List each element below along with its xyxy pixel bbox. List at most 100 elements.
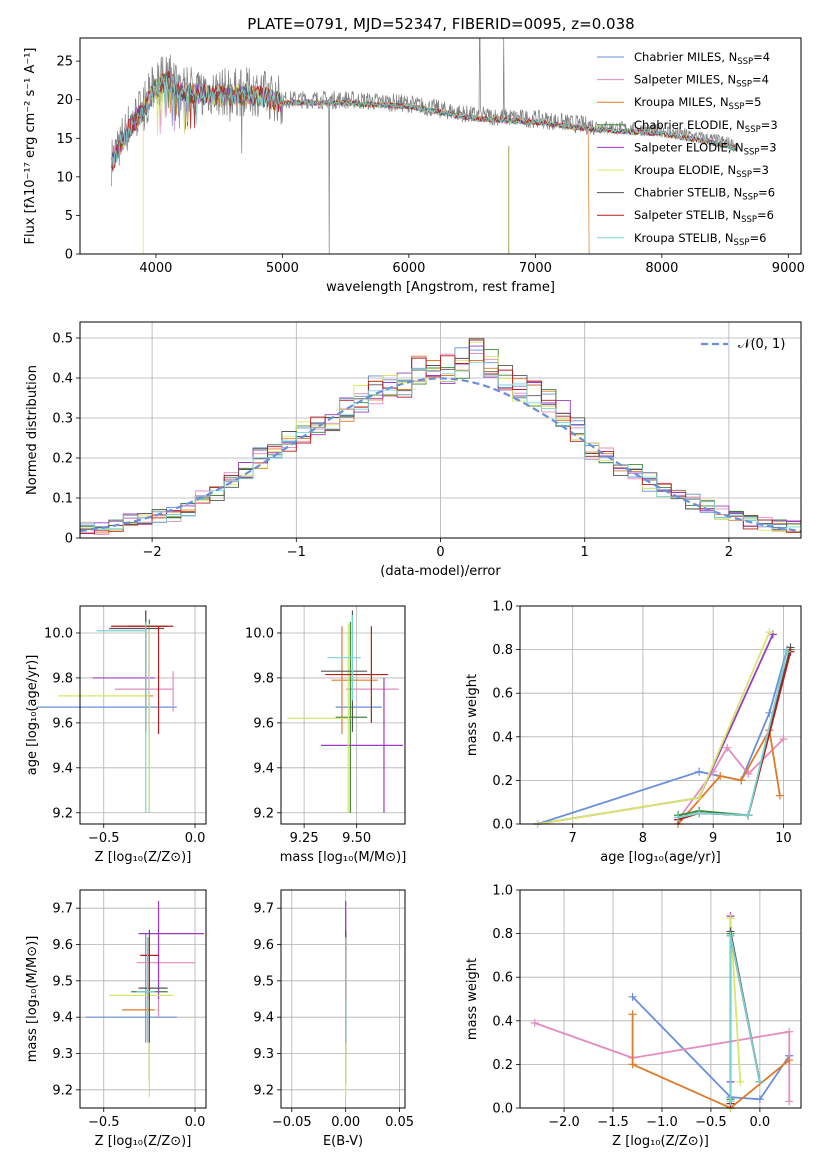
weight-marker: [736, 1077, 745, 1086]
y-tick-label: 10.0: [245, 626, 274, 641]
weight-series: [677, 651, 788, 819]
panel-3: −0.5 0.0 9.2 9.4 9.6 9.8 10.0 Z [log₁₀(Z/Z⊙)] ag…: [25, 605, 207, 865]
weight-series: [677, 651, 792, 821]
y-tick-label: 9.5: [253, 974, 274, 989]
axes-frame: [79, 889, 207, 1109]
x-tick-label: −2: [143, 545, 162, 560]
x-tick-label: 6000: [392, 261, 425, 276]
x-tick-label: 8: [639, 831, 647, 846]
weight-marker: [716, 772, 725, 781]
legend-nssp: =3: [761, 118, 778, 132]
weight-marker: [785, 1056, 794, 1065]
x-tick-label: 10: [775, 831, 792, 846]
axes-frame: [79, 321, 802, 539]
y-tick-label: 0.4: [52, 372, 73, 387]
x-axis-label: E(B-V): [323, 1134, 363, 1149]
legend-subscript: SSP: [734, 238, 750, 248]
y-tick-label: 9.6: [52, 716, 73, 731]
weight-marker: [755, 1095, 764, 1104]
weight-marker: [530, 1018, 539, 1027]
x-tick-label: −0.5: [88, 1115, 120, 1130]
legend-nssp: =6: [749, 231, 766, 245]
figure-title: PLATE=0791, MJD=52347, FIBERID=0095, z=0…: [247, 15, 634, 33]
y-tick-label: 0.2: [492, 1058, 513, 1073]
x-axis-label: age [log₁₀(age/yr)]: [600, 850, 721, 865]
panel-5: 7 8 9 10 0.0 0.2 0.4 0.6 0.8 1.0 age [log₁₀(age/yr…: [465, 600, 802, 865]
weight-marker: [765, 628, 774, 637]
legend-nssp: =3: [752, 163, 769, 177]
legend-entry: Chabrier STELIB, NSSP=6: [634, 186, 775, 203]
weight-marker: [755, 1077, 764, 1086]
weight-marker: [628, 1010, 637, 1019]
y-tick-label: 0.0: [492, 818, 513, 833]
y-tick-label: 9.2: [253, 806, 274, 821]
y-tick-label: 0.4: [492, 730, 513, 745]
plot-area: [85, 900, 205, 1098]
x-tick-label: −2.0: [548, 1115, 580, 1130]
y-tick-label: 10: [56, 170, 73, 185]
weight-marker: [726, 914, 735, 923]
x-tick-label: 1: [581, 545, 589, 560]
model-spectrum: [111, 75, 738, 167]
y-tick-label: 9.5: [52, 974, 73, 989]
residual-histogram: [79, 361, 801, 538]
y-tick-label: 9.6: [52, 938, 73, 953]
x-tick-label: −1.5: [597, 1115, 629, 1130]
x-tick-label: 9000: [772, 261, 805, 276]
legend-entry: Salpeter ELODIE, NSSP=3: [634, 140, 777, 157]
y-tick-label: 0: [65, 248, 73, 263]
axes-frame: [519, 605, 802, 825]
y-tick-label: 0.6: [492, 687, 513, 702]
y-tick-label: 0.2: [492, 774, 513, 789]
y-axis-label: Normed distribution: [25, 365, 40, 495]
weight-marker: [744, 811, 753, 820]
y-tick-label: 9.2: [52, 806, 73, 821]
y-tick-label: 9.3: [52, 1047, 73, 1062]
x-tick-label: 0.00: [331, 1115, 360, 1130]
x-axis-label: Z [log₁₀(Z/Z⊙)]: [95, 1134, 192, 1149]
weight-marker: [726, 1097, 735, 1106]
y-tick-label: 9.7: [52, 902, 73, 917]
legend-subscript: SSP: [736, 170, 752, 180]
x-tick-label: 7000: [519, 261, 552, 276]
weight-marker: [775, 791, 784, 800]
weight-marker: [723, 743, 732, 752]
panel-7: −0.05 0.00 0.05 9.2 9.3 9.4 9.5 9.6 9.7 E(B-V): [253, 889, 414, 1149]
weight-marker: [737, 776, 746, 785]
y-tick-label: 9.2: [253, 1083, 274, 1098]
legend-entry: Kroupa STELIB, NSSP=6: [634, 231, 766, 248]
plot-area: [111, 37, 738, 255]
y-tick-label: 9.2: [52, 1083, 73, 1098]
weight-series: [534, 1022, 791, 1102]
weight-series: [677, 738, 785, 821]
y-tick-label: 9.4: [253, 761, 274, 776]
plot-area: [530, 912, 794, 1112]
y-tick-label: 15: [56, 132, 73, 147]
y-tick-label: 9.7: [253, 902, 274, 917]
y-tick-label: 0: [65, 532, 73, 547]
x-tick-label: 9.25: [290, 831, 319, 846]
y-tick-label: 9.4: [52, 1011, 73, 1026]
y-tick-label: 0.4: [492, 1014, 513, 1029]
legend-subscript: SSP: [745, 125, 761, 135]
panel-1: 4000 5000 6000 7000 8000 9000 0 5 10 15 20 25 wavele…: [23, 37, 805, 295]
x-axis-label: Z [log₁₀(Z/Z⊙)]: [612, 1134, 709, 1149]
y-axis-label: mass weight: [465, 958, 480, 1040]
y-tick-label: 5: [65, 209, 73, 224]
x-axis-label: Z [log₁₀(Z/Z⊙)]: [95, 850, 192, 865]
y-tick-label: 1.0: [492, 600, 513, 615]
legend-label: Kroupa STELIB, N: [634, 231, 734, 245]
y-tick-label: 0.1: [52, 492, 73, 507]
legend-label: Kroupa MILES, N: [634, 95, 729, 109]
panel-4: 9.25 9.50 9.2 9.4 9.6 9.8 10.0 mass [log₁₀(M/M⊙…: [245, 605, 406, 865]
legend-label: Salpeter MILES, N: [634, 73, 736, 87]
y-tick-label: 10.0: [44, 626, 73, 641]
x-tick-label: 7: [569, 831, 577, 846]
legend-entry: Salpeter MILES, NSSP=4: [634, 73, 769, 90]
y-tick-label: 9.8: [253, 671, 274, 686]
axes-frame: [79, 605, 207, 825]
weight-marker: [785, 1027, 794, 1036]
legend-entry: Salpeter STELIB, NSSP=6: [634, 208, 774, 225]
